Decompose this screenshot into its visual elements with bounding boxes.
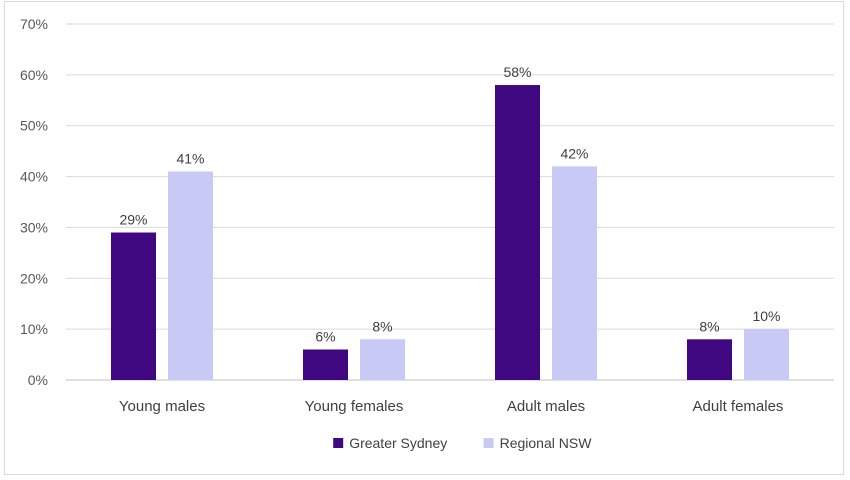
- y-tick-label: 50%: [20, 118, 48, 134]
- bar-greater-sydney: [111, 232, 156, 380]
- data-label: 58%: [503, 64, 531, 80]
- x-tick-label: Adult males: [507, 398, 585, 415]
- data-label: 8%: [372, 318, 392, 334]
- data-label: 6%: [315, 328, 335, 344]
- y-tick-label: 40%: [20, 169, 48, 185]
- bar-greater-sydney: [495, 85, 540, 381]
- x-tick-label: Young males: [119, 398, 205, 415]
- x-tick-label: Young females: [305, 398, 404, 415]
- y-tick-label: 20%: [20, 270, 48, 286]
- data-label: 41%: [176, 150, 204, 166]
- bar-regional-nsw: [552, 166, 597, 380]
- bar-regional-nsw: [360, 339, 405, 380]
- legend-swatch: [483, 438, 494, 448]
- bar-greater-sydney: [687, 339, 732, 380]
- data-label: 10%: [752, 308, 780, 324]
- data-label: 8%: [699, 318, 719, 334]
- legend-label: Greater Sydney: [349, 435, 447, 451]
- bar-greater-sydney: [303, 349, 348, 380]
- bar-regional-nsw: [744, 329, 789, 380]
- data-label: 42%: [560, 145, 588, 161]
- y-tick-label: 70%: [20, 16, 48, 32]
- y-tick-label: 10%: [20, 321, 48, 337]
- legend-label: Regional NSW: [500, 435, 593, 451]
- x-tick-label: Adult females: [693, 398, 784, 415]
- data-label: 29%: [119, 212, 147, 228]
- y-tick-label: 0%: [28, 372, 48, 388]
- bar-regional-nsw: [168, 171, 213, 380]
- y-tick-label: 60%: [20, 67, 48, 83]
- y-tick-label: 30%: [20, 219, 48, 235]
- legend-swatch: [333, 438, 344, 448]
